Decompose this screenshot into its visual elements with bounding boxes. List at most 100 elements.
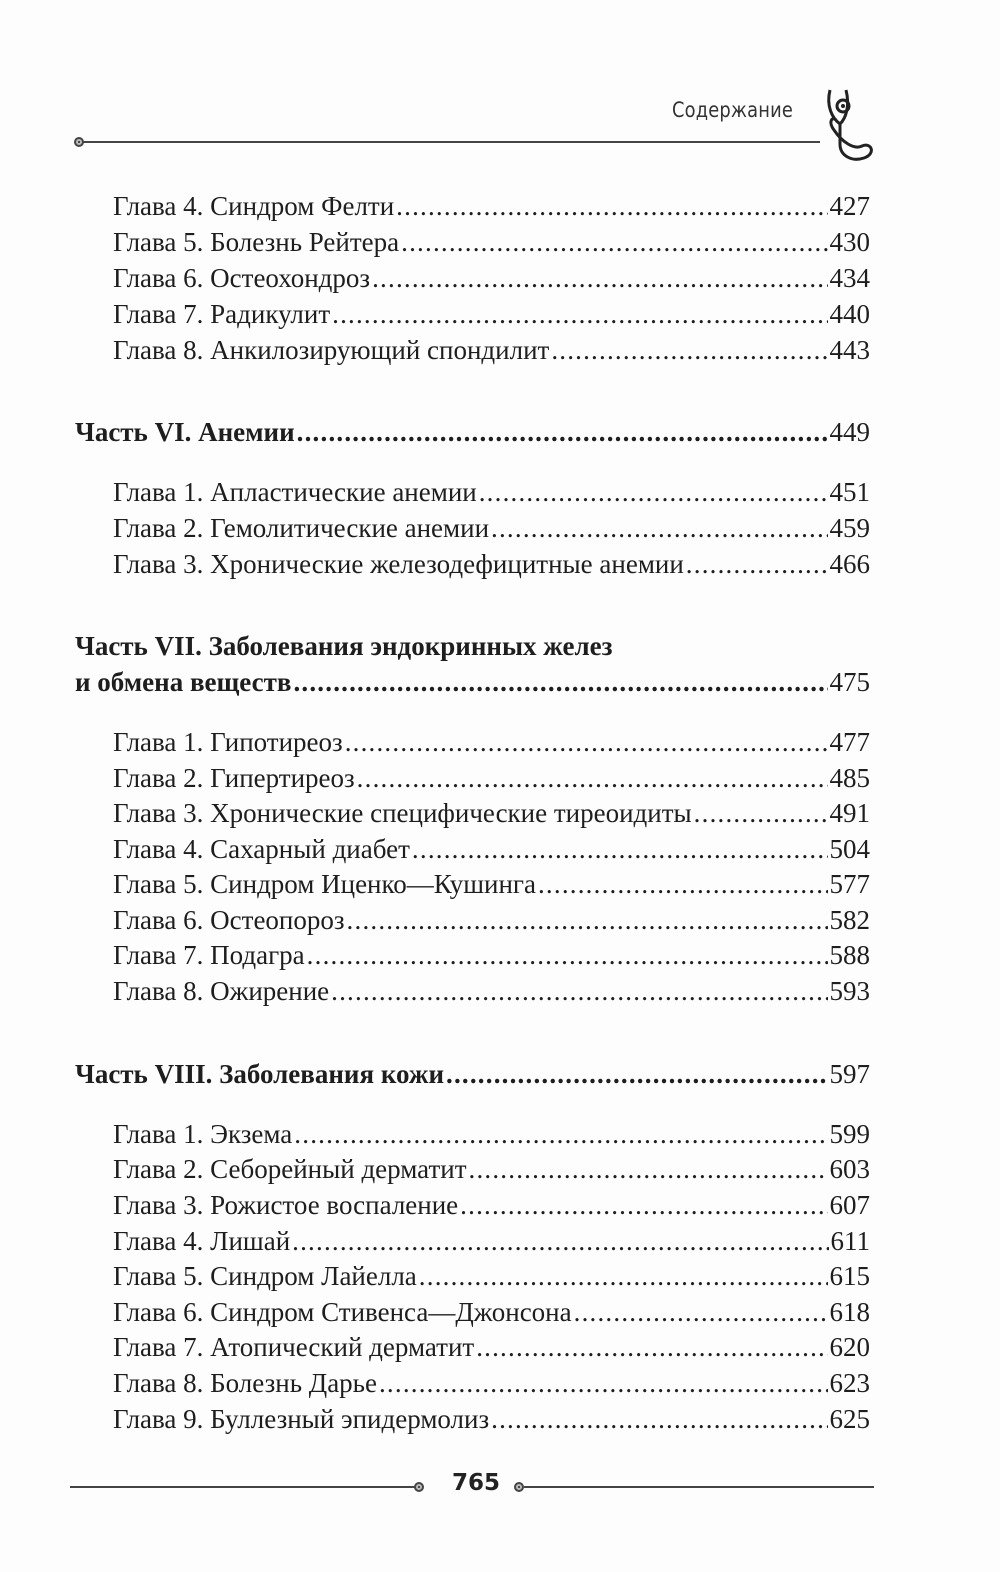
dot-leader <box>331 974 827 1008</box>
toc-chapter-entry: Глава 3. Рожистое воспаление 607 <box>113 1188 870 1222</box>
toc-chapter-entry: Глава 6. Остеохондроз 434 <box>113 261 870 295</box>
page-number: 765 <box>452 1470 501 1496</box>
toc-chapter-entry: Глава 6. Синдром Стивенса—Джонсона 618 <box>113 1295 870 1329</box>
toc-chapter-entry: Глава 8. Ожирение 593 <box>113 974 870 1008</box>
footer-rule-dot-left <box>414 1482 424 1492</box>
entry-page: 597 <box>829 1059 871 1089</box>
dot-leader <box>357 761 828 795</box>
dot-leader <box>574 1295 828 1329</box>
entry-page: 577 <box>829 869 871 899</box>
entry-title: Глава 5. Болезнь Рейтера <box>113 227 400 257</box>
dot-leader <box>469 1152 828 1186</box>
dot-leader <box>694 796 828 830</box>
dot-leader <box>446 1057 828 1091</box>
toc-chapter-entry: Глава 4. Синдром Фелти 427 <box>113 189 870 223</box>
entry-title: Глава 4. Синдром Фелти <box>113 191 395 221</box>
entry-page: 623 <box>829 1368 871 1398</box>
dot-leader <box>297 415 828 449</box>
entry-page: 618 <box>829 1297 871 1327</box>
entry-title: Глава 8. Ожирение <box>113 976 330 1006</box>
dot-leader <box>292 1224 828 1258</box>
entry-title: Глава 4. Лишай <box>113 1226 291 1256</box>
dot-leader <box>372 261 827 295</box>
entry-title: Глава 1. Гипотиреоз <box>113 727 343 757</box>
toc-chapter-entry: Глава 5. Болезнь Рейтера 430 <box>113 225 870 259</box>
dot-leader <box>294 1117 827 1151</box>
dot-leader <box>479 475 828 509</box>
entry-page: 427 <box>829 191 871 221</box>
dot-leader <box>551 333 827 367</box>
entry-title: Глава 2. Себорейный дерматит <box>113 1154 467 1184</box>
toc-chapter-entry: Глава 4. Сахарный диабет 504 <box>113 832 870 866</box>
entry-page: 625 <box>829 1404 871 1434</box>
toc-chapter-entry: Глава 3. Хронические специфические тирео… <box>113 796 870 830</box>
entry-page: 459 <box>829 513 871 543</box>
toc-chapter-entry: Глава 7. Радикулит 440 <box>113 297 870 331</box>
toc-chapter-entry: Глава 1. Апластические анемии 451 <box>113 475 870 509</box>
entry-page: 620 <box>829 1332 871 1362</box>
entry-title: Глава 8. Анкилозирующий спондилит <box>113 335 550 365</box>
entry-page: 466 <box>829 549 871 579</box>
entry-page: 582 <box>829 905 871 935</box>
entry-title: Глава 7. Подагра <box>113 940 305 970</box>
dot-leader <box>412 832 828 866</box>
dot-leader <box>347 903 828 937</box>
toc-chapter-entry: Глава 1. Экзема 599 <box>113 1117 870 1151</box>
toc-chapter-entry: Глава 2. Гемолитические анемии 459 <box>113 511 870 545</box>
entry-page: 491 <box>829 798 871 828</box>
footer-rule-left <box>70 1486 415 1488</box>
entry-title: Глава 2. Гипертиреоз <box>113 763 355 793</box>
entry-title: Глава 9. Буллезный эпидермолиз <box>113 1404 490 1434</box>
toc-chapter-entry: Глава 6. Остеопороз 582 <box>113 903 870 937</box>
toc-chapter-entry: Глава 7. Атопический дерматит 620 <box>113 1330 870 1364</box>
entry-title: Часть VI. Анемии <box>75 417 295 447</box>
entry-page: 615 <box>829 1261 871 1291</box>
toc-chapter-entry: Глава 9. Буллезный эпидермолиз 625 <box>113 1402 870 1436</box>
entry-title: Глава 3. Хронические железодефицитные ан… <box>113 549 684 579</box>
dot-leader <box>332 297 827 331</box>
toc-part-entry: Часть VIII. Заболевания кожи 597 <box>75 1057 870 1091</box>
toc-chapter-entry: Глава 8. Болезнь Дарье 623 <box>113 1366 870 1400</box>
entry-page: 477 <box>829 727 871 757</box>
dot-leader <box>476 1330 827 1364</box>
entry-title: Глава 6. Остеопороз <box>113 905 345 935</box>
entry-title: и обмена веществ <box>75 667 292 697</box>
dot-leader <box>396 189 827 223</box>
entry-title: Глава 1. Апластические анемии <box>113 477 477 507</box>
dot-leader <box>401 225 827 259</box>
toc-chapter-entry: Глава 3. Хронические железодефицитные ан… <box>113 547 870 581</box>
dot-leader <box>686 547 828 581</box>
entry-page: 504 <box>829 834 871 864</box>
toc-chapter-entry: Глава 8. Анкилозирующий спондилит 443 <box>113 333 870 367</box>
entry-page: 603 <box>829 1154 871 1184</box>
entry-page: 451 <box>829 477 871 507</box>
entry-page: 593 <box>829 976 871 1006</box>
dot-leader <box>293 665 827 699</box>
entry-page: 588 <box>829 940 871 970</box>
entry-page: 475 <box>829 667 871 697</box>
running-header: Содержание <box>672 98 794 122</box>
entry-page: 443 <box>829 335 871 365</box>
header-rule <box>82 141 820 143</box>
entry-page: 485 <box>829 763 871 793</box>
footer-rule-dot-right <box>514 1482 524 1492</box>
entry-title: Глава 7. Атопический дерматит <box>113 1332 475 1362</box>
dot-leader <box>379 1366 828 1400</box>
header-rule-dot <box>74 137 84 147</box>
part-title-line: Часть VII. Заболевания эндокринных желез <box>75 631 613 661</box>
entry-title: Глава 5. Синдром Иценко—Кушинга <box>113 869 536 899</box>
entry-page: 449 <box>829 417 871 447</box>
entry-title: Глава 2. Гемолитические анемии <box>113 513 490 543</box>
entry-title: Глава 8. Болезнь Дарье <box>113 1368 377 1398</box>
toc-chapter-entry: Глава 5. Синдром Лайелла 615 <box>113 1259 870 1293</box>
entry-page: 430 <box>829 227 871 257</box>
toc-chapter-entry: Глава 4. Лишай 611 <box>113 1224 870 1258</box>
toc-chapter-entry: Глава 7. Подагра 588 <box>113 938 870 972</box>
entry-title: Глава 5. Синдром Лайелла <box>113 1261 417 1291</box>
entry-title: Глава 6. Синдром Стивенса—Джонсона <box>113 1297 572 1327</box>
dot-leader <box>491 511 827 545</box>
entry-title: Глава 4. Сахарный диабет <box>113 834 410 864</box>
toc-chapter-entry: Глава 2. Себорейный дерматит 603 <box>113 1152 870 1186</box>
entry-page: 611 <box>830 1226 871 1256</box>
entry-title: Часть VIII. Заболевания кожи <box>75 1059 444 1089</box>
